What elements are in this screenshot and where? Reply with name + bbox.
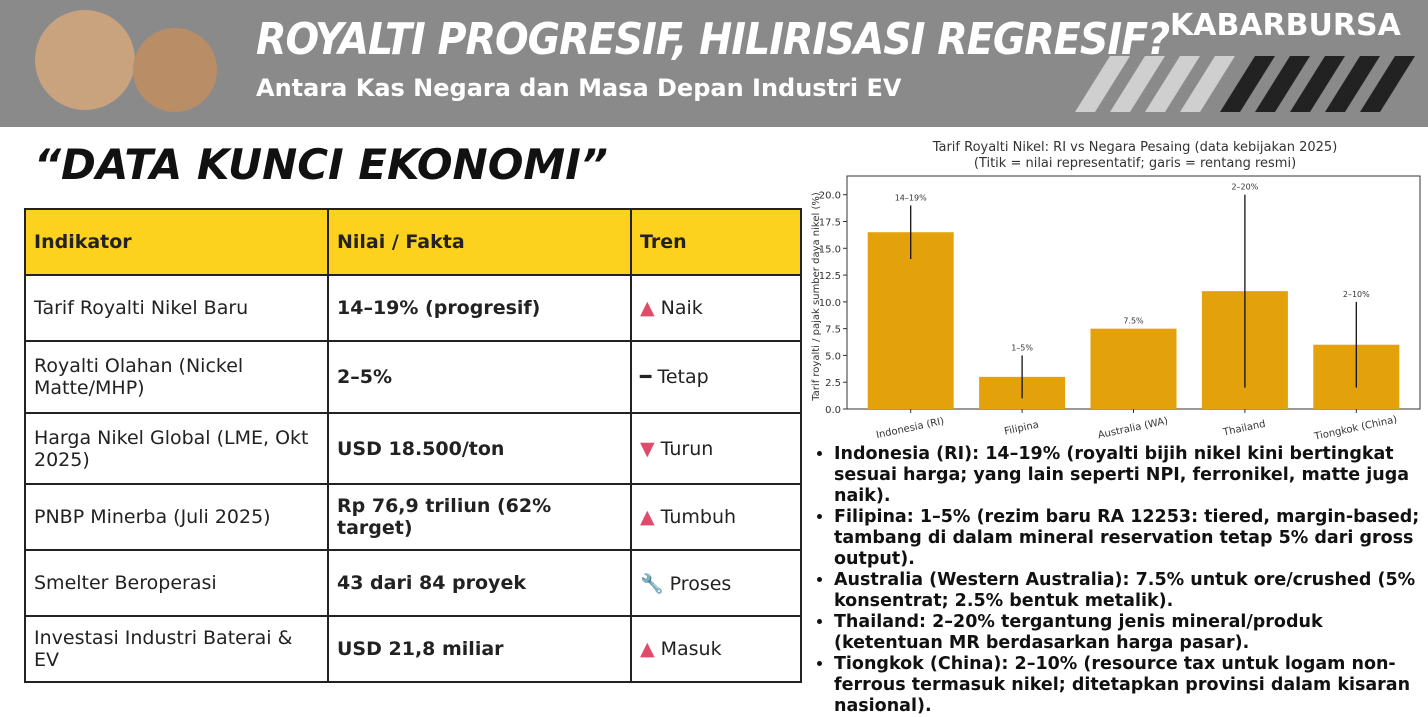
trend-label: Tetap [657,366,709,388]
trend-label: Turun [660,437,714,460]
cell: ▲ Masuk [630,615,802,683]
cell: 2–5% [327,340,632,414]
table-row: Harga Nikel Global (LME, Okt 2025) USD 18… [24,412,802,485]
cell: PNBP Minerba (Juli 2025) [24,483,329,551]
note: Filipina: 1–5% (rezim baru RA 12253: tie… [834,507,1428,570]
bar [867,232,954,409]
column-header: Tren [630,208,802,276]
x-tick-label: Indonesia (RI) [875,416,945,441]
range-label: 2–10% [1343,290,1370,299]
trend-icon: ▲ [640,638,655,660]
chart: Tarif Royalti Nikel: RI vs Negara Pesain… [811,140,1421,442]
y-tick-label: 2.5 [825,378,841,389]
y-tick-label: 12.5 [819,271,841,282]
table-row: PNBP Minerba (Juli 2025) Rp 76,9 triliun … [24,483,802,551]
y-tick-label: 0.0 [825,405,841,416]
x-tick-label: Australia (WA) [1097,416,1169,442]
brand: KABARBURSA [1170,8,1401,43]
subtitle: Antara Kas Negara dan Masa Depan Industr… [256,74,902,102]
cell: ━ Tetap [630,340,802,414]
trend-label: Masuk [660,638,722,660]
note: Indonesia (RI): 14–19% (royalti bijih ni… [834,444,1428,507]
range-label: 2–20% [1231,183,1258,192]
cell: Royalti Olahan (Nickel Matte/MHP) [24,340,329,414]
cell: USD 18.500/ton [327,412,632,485]
data-table: Indikator Nilai / Fakta Tren Tarif Royalti … [24,208,802,683]
header: ROYALTI PROGRESIF, HILIRISASI REGRESIF? … [0,0,1428,127]
y-tick-label: 10.0 [819,298,841,309]
notes: Indonesia (RI): 14–19% (royalti bijih ni… [812,444,1428,717]
trend-label: Tumbuh [660,506,737,528]
table-row: Investasi Industri Baterai & EV USD 21,8 … [24,615,802,683]
chart-title: Tarif Royalti Nikel: RI vs Negara Pesain… [932,140,1338,155]
range-label: 1–5% [1011,343,1033,352]
note: Australia (Western Australia): 7.5% untu… [834,570,1428,612]
trend-icon: ━ [640,366,652,388]
y-tick-label: 20.0 [819,191,841,202]
cell: ▲ Tumbuh [630,483,802,551]
section-title: “DATA KUNCI EKONOMI” [34,140,608,189]
table-row: Royalti Olahan (Nickel Matte/MHP) 2–5% ━ Te… [24,340,802,414]
header-art [35,10,1415,112]
table-row: Smelter Beroperasi 43 dari 84 proyek 🔧 Pros… [24,549,802,617]
cell: Smelter Beroperasi [24,549,329,617]
header-row: Indikator Nilai / Fakta Tren [24,208,802,276]
cell: Harga Nikel Global (LME, Okt 2025) [24,412,329,485]
trend-icon: 🔧 [640,572,664,595]
table-row: Tarif Royalti Nikel Baru 14–19% (progresi… [24,274,802,342]
column-header: Indikator [24,208,329,276]
title: ROYALTI PROGRESIF, HILIRISASI REGRESIF? [256,14,1170,65]
cell: ▲ Naik [630,274,802,342]
cell: 🔧 Proses [630,549,802,617]
y-tick-label: 5.0 [825,351,841,362]
trend-icon: ▲ [640,506,655,528]
bar [1090,328,1177,409]
y-tick-label: 7.5 [825,325,841,336]
range-label: 7.5% [1123,317,1144,326]
cell: Rp 76,9 triliun (62% target) [327,483,632,551]
column-header: Nilai / Fakta [327,208,632,276]
note: Thailand: 2–20% tergantung jenis mineral… [834,612,1428,654]
y-axis-label: Tarif royalti / pajak sumber daya nikel … [811,192,822,402]
cell: USD 21,8 miliar [327,615,632,683]
cell: 14–19% (progresif) [327,274,632,342]
y-tick-label: 17.5 [819,218,841,229]
range-label: 14–19% [895,193,927,202]
trend-label: Naik [660,297,703,319]
x-tick-label: Filipina [1003,420,1039,438]
cell: 43 dari 84 proyek [327,549,632,617]
trend-icon: ▼ [640,437,655,460]
cell: ▼ Turun [630,412,802,485]
note: Tiongkok (China): 2–10% (resource tax un… [834,654,1428,717]
trend-icon: ▲ [640,297,655,319]
cell: Tarif Royalti Nikel Baru [24,274,329,342]
chart-subtitle: (Titik = nilai representatif; garis = re… [974,156,1296,171]
trend-label: Proses [669,572,732,595]
x-tick-label: Thailand [1221,419,1266,439]
y-tick-label: 15.0 [819,244,841,255]
cell: Investasi Industri Baterai & EV [24,615,329,683]
x-tick-label: Tiongkok (China) [1312,414,1398,442]
